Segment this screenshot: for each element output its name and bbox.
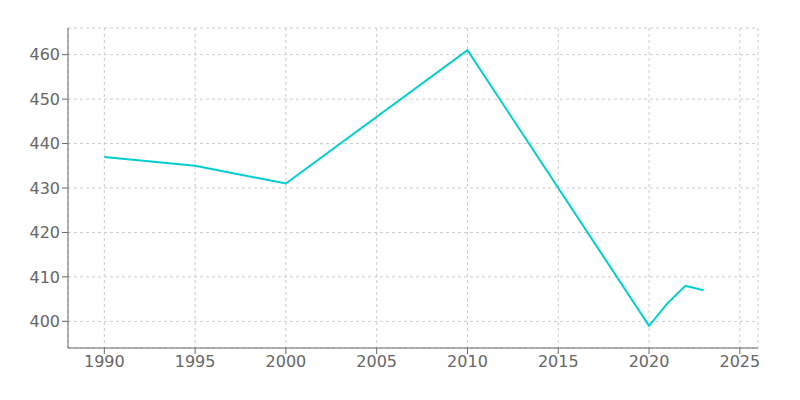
svg-text:450: 450: [29, 90, 60, 109]
svg-text:460: 460: [29, 45, 60, 64]
svg-text:2000: 2000: [266, 352, 307, 371]
svg-text:1995: 1995: [175, 352, 216, 371]
svg-text:410: 410: [29, 268, 60, 287]
svg-text:2020: 2020: [629, 352, 670, 371]
svg-text:440: 440: [29, 134, 60, 153]
svg-text:1990: 1990: [84, 352, 125, 371]
svg-text:2010: 2010: [447, 352, 488, 371]
svg-text:2015: 2015: [538, 352, 579, 371]
svg-text:2005: 2005: [356, 352, 397, 371]
svg-text:400: 400: [29, 312, 60, 331]
svg-text:2025: 2025: [719, 352, 760, 371]
svg-text:430: 430: [29, 179, 60, 198]
svg-text:420: 420: [29, 223, 60, 242]
